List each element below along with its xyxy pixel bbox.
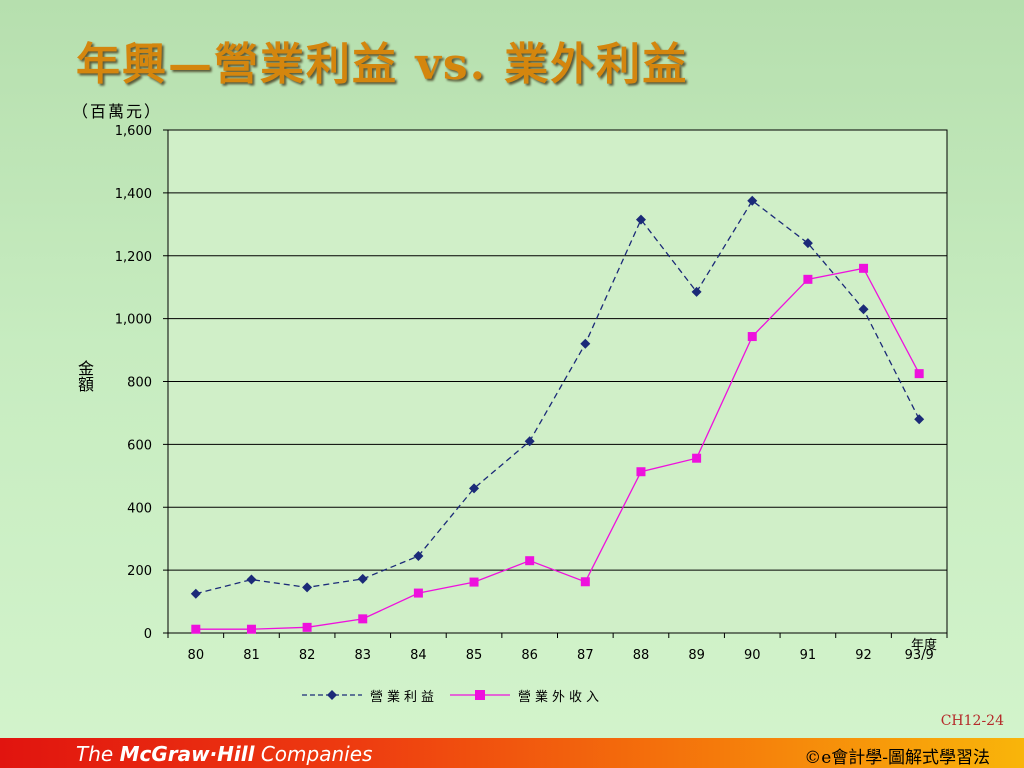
slide-code: CH12-24 [940,713,1004,729]
x-tick-label: 80 [188,648,205,663]
data-point-diamond [302,582,313,593]
series-line-1 [195,267,920,630]
data-point-square [525,556,535,566]
data-point-square [803,274,813,284]
line-chart: 0 200 400 600 800 1,000 1,200 1,400 1,600 80 81 82… [115,124,948,663]
y-tick-label: 1,600 [115,124,152,139]
data-point-diamond [524,436,535,447]
y-tick-label: 800 [127,376,152,391]
x-tick-label: 93/9 [905,648,934,663]
data-point-diamond [914,414,925,425]
data-point-square [914,369,924,379]
x-tick-label: 90 [744,648,761,663]
y-axis-label: 金額 [75,360,94,392]
data-point-square [413,588,423,598]
y-tick-label: 400 [127,501,152,516]
data-point-diamond [858,304,869,315]
publisher-logo: The McGraw·Hill Companies [76,742,372,766]
data-point-diamond [469,483,480,494]
y-tick-label: 1,000 [115,313,152,328]
data-point-square [859,263,869,273]
x-tick-label: 85 [466,648,483,663]
y-tick-label: 1,400 [115,187,152,202]
book-title: ©e會計學-圖解式學習法 [804,748,990,768]
data-point-diamond [413,550,424,561]
series-line-0 [195,199,920,595]
data-point-diamond [580,338,591,349]
data-point-square [358,614,368,624]
data-point-square [191,624,201,634]
slide-title: 年興—營業利益 vs. 業外利益 [76,39,689,90]
legend-swatch-diamond [302,690,362,700]
x-tick-label: 92 [855,648,872,663]
y-tick-label: 600 [127,438,152,453]
publisher-brand: McGraw·Hill [119,742,255,766]
x-tick-label: 84 [410,648,427,663]
legend-item-non-operating-income: 營業外收入 [448,686,603,705]
x-tick-label: 86 [521,648,538,663]
data-point-square [246,624,256,634]
y-tick-label: 200 [127,564,152,579]
data-point-square [469,577,479,587]
y-tick-label: 0 [144,627,152,642]
unit-label: （百萬元） [72,102,163,121]
x-tick-label: 87 [577,648,594,663]
footer-bar: The McGraw·Hill Companies ©e會計學-圖解式學習法 [0,738,1024,768]
publisher-prefix: The [76,742,120,766]
data-point-square [692,453,702,463]
data-point-diamond [246,574,257,585]
x-tick-label: 83 [354,648,371,663]
y-tick-label: 1,200 [115,250,152,265]
data-point-diamond [747,195,758,206]
x-tick-label: 88 [633,648,650,663]
data-point-diamond [802,238,813,249]
data-point-diamond [357,573,368,584]
data-point-diamond [190,588,201,599]
x-tick-label: 89 [688,648,705,663]
data-point-diamond [635,214,646,225]
legend-label-non-operating-income: 營業外收入 [518,689,604,705]
legend-swatch-square [450,690,511,700]
x-tick-label: 91 [800,648,817,663]
data-point-diamond [691,286,702,297]
legend-label-operating-income: 營業利益 [370,689,439,705]
data-point-square [580,577,590,587]
x-axis-label: 年度 [911,637,937,653]
publisher-suffix: Companies [254,742,373,766]
x-tick-label: 81 [243,648,260,663]
chart-legend: 營業利益 營業外收入 [300,686,613,705]
x-tick-label: 82 [299,648,316,663]
data-point-square [747,332,757,342]
data-point-square [302,622,312,632]
data-point-square [636,467,646,477]
legend-item-operating-income: 營業利益 [300,686,438,705]
